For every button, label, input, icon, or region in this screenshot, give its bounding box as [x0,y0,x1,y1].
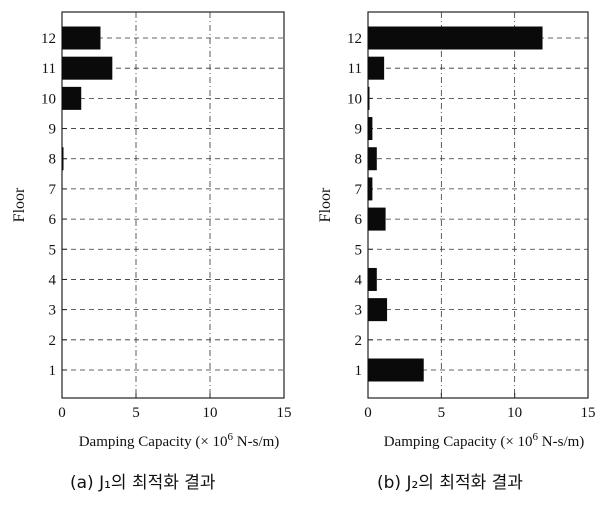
x-axis-label: Damping Capacity (× 106 N-s/m) [384,431,585,450]
x-tick-label: 15 [277,405,292,421]
bar-floor-6 [368,207,386,231]
bar-floor-10 [368,86,370,110]
y-tick-label: 11 [42,61,56,77]
bar-floor-8 [368,147,377,171]
bar-floor-10 [62,86,82,110]
bar-floor-3 [368,298,388,322]
caption-b: (b) J₂의 최적화 결과 [377,473,523,493]
bar-floor-7 [368,177,373,201]
y-tick-label: 6 [49,212,57,228]
y-tick-label: 11 [348,61,362,77]
x-tick-label: 15 [581,405,596,421]
y-tick-label: 2 [355,333,363,349]
y-tick-label: 3 [49,303,57,319]
caption-a: (a) J₁의 최적화 결과 [70,473,216,493]
bar-floor-9 [368,117,373,141]
x-tick-label: 10 [507,405,522,421]
y-tick-label: 8 [355,152,363,168]
y-tick-label: 4 [49,272,57,288]
bar-floor-8 [62,147,64,171]
x-axis-label: Damping Capacity (× 106 N-s/m) [79,431,280,450]
y-tick-label: 10 [347,91,362,107]
y-tick-label: 1 [49,363,57,379]
y-tick-label: 5 [49,242,57,258]
y-tick-label: 10 [41,91,56,107]
y-axis-label: Floor [317,187,334,222]
y-tick-label: 9 [49,122,57,138]
bar-floor-11 [368,56,385,80]
y-tick-label: 6 [355,212,363,228]
x-tick-label: 0 [58,405,66,421]
plot-frame [61,11,285,399]
plot-frame [367,11,589,399]
y-axis-label: Floor [11,187,28,222]
y-tick-label: 1 [355,363,363,379]
bar-floor-12 [62,26,101,50]
bar-floor-4 [368,267,377,291]
y-tick-label: 9 [355,122,363,138]
bar-floor-1 [368,358,424,382]
y-tick-label: 12 [41,31,56,47]
bar-floor-11 [62,56,113,80]
bar-floor-12 [368,26,543,50]
y-tick-label: 8 [49,152,57,168]
y-tick-label: 3 [355,303,363,319]
y-tick-label: 12 [347,31,362,47]
y-tick-label: 7 [49,182,57,198]
x-tick-label: 5 [132,405,140,421]
x-tick-label: 10 [203,405,218,421]
x-tick-label: 5 [438,405,446,421]
x-tick-label: 0 [364,405,372,421]
y-tick-label: 2 [49,333,57,349]
y-tick-label: 5 [355,242,363,258]
y-tick-label: 4 [355,272,363,288]
y-tick-label: 7 [355,182,363,198]
